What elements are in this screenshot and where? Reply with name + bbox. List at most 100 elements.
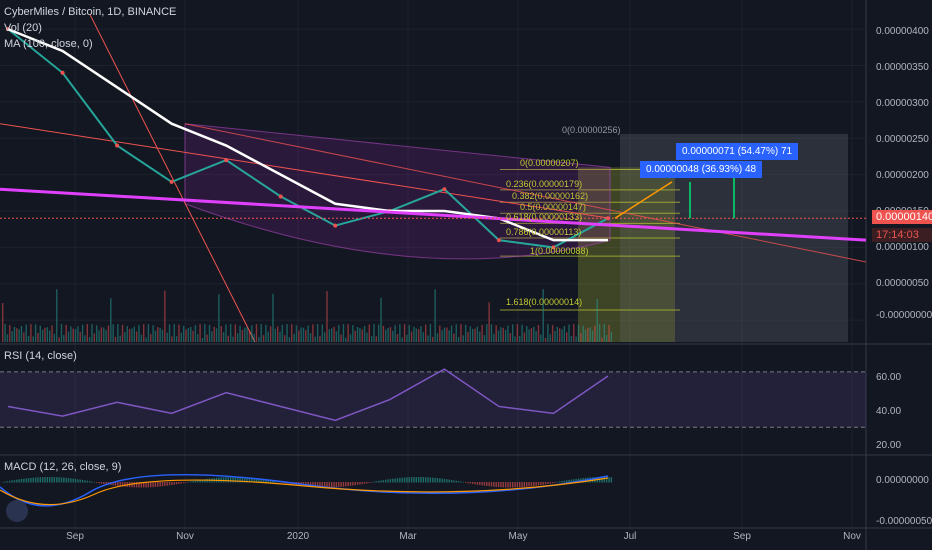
- volume-bar: [206, 334, 208, 342]
- macd-histogram-bar: [502, 482, 504, 488]
- macd-histogram-bar: [347, 482, 349, 487]
- macd-histogram-bar: [453, 480, 455, 483]
- macd-histogram-bar: [436, 478, 439, 483]
- volume-bar: [476, 326, 479, 342]
- macd-histogram-bar: [46, 477, 49, 483]
- macd-histogram-bar: [117, 482, 119, 487]
- trendline: [184, 123, 867, 263]
- macd-histogram-bar: [608, 477, 610, 483]
- volume-bar: [190, 326, 192, 342]
- volume-bar: [464, 324, 467, 342]
- fib-zone: [578, 167, 620, 342]
- volume-bar: [516, 324, 519, 342]
- rsi-legend[interactable]: RSI (14, close): [4, 350, 77, 362]
- macd-histogram-bar: [406, 477, 408, 483]
- macd-histogram-bar: [566, 480, 568, 483]
- macd-tick: 0.00000000: [876, 475, 929, 486]
- volume-bar: [537, 325, 540, 342]
- volume-bar: [56, 289, 58, 342]
- volume-bar: [222, 332, 225, 342]
- volume-bar: [41, 329, 44, 342]
- macd-histogram-bar: [509, 482, 511, 488]
- macd-histogram-bar: [178, 482, 180, 484]
- volume-bar: [547, 324, 549, 342]
- macd-histogram-bar: [382, 480, 385, 483]
- macd-histogram-bar: [105, 482, 107, 485]
- target-callout-2[interactable]: 0.00000071 (54.47%) 71: [676, 143, 799, 160]
- volume-bar: [511, 324, 514, 342]
- macd-histogram-bar: [201, 479, 204, 483]
- volume-bar: [51, 325, 53, 342]
- macd-histogram-bar: [488, 482, 490, 487]
- target-callout-1[interactable]: 0.00000048 (36.93%) 48: [640, 161, 763, 178]
- price-tick: 0.00000250: [876, 134, 929, 145]
- volume-bar: [309, 333, 312, 342]
- volume-bar: [566, 332, 568, 342]
- macd-histogram-bar: [361, 482, 363, 485]
- rsi-tick: 20.00: [876, 440, 902, 451]
- volume-bar: [284, 335, 286, 342]
- macd-histogram-bar: [462, 481, 464, 483]
- price-point: [224, 158, 229, 163]
- macd-histogram-bar: [93, 481, 96, 483]
- volume-bar: [375, 336, 378, 342]
- macd-histogram-bar: [507, 482, 509, 488]
- volume-bar: [558, 328, 561, 342]
- volume-bar: [392, 330, 394, 342]
- volume-bar: [126, 326, 128, 342]
- macd-histogram-bar: [67, 478, 70, 483]
- macd-histogram-bar: [204, 479, 206, 483]
- macd-histogram-bar: [504, 482, 507, 488]
- volume-bar: [526, 325, 528, 342]
- macd-histogram-bar: [37, 477, 39, 483]
- volume-bar: [490, 324, 493, 342]
- volume-bar: [225, 324, 227, 342]
- macd-histogram-bar: [91, 481, 93, 483]
- volume-bar: [175, 336, 178, 342]
- volume-bar: [267, 331, 269, 342]
- volume-bar: [338, 324, 340, 342]
- volume-bar: [44, 327, 46, 342]
- volume-legend[interactable]: Vol (20): [4, 22, 42, 34]
- volume-bar: [197, 334, 199, 342]
- macd-histogram-bar: [575, 478, 577, 483]
- trendline: [89, 14, 256, 343]
- macd-histogram-bar: [86, 480, 88, 483]
- volume-bar: [96, 325, 98, 342]
- macd-histogram-bar: [547, 482, 549, 484]
- macd-histogram-bar: [175, 482, 178, 485]
- macd-histogram-bar: [173, 482, 175, 485]
- volume-bar: [114, 336, 117, 342]
- volume-bar: [253, 333, 255, 342]
- macd-histogram-bar: [161, 482, 164, 487]
- volume-bar: [147, 324, 150, 342]
- volume-bar: [556, 326, 558, 342]
- volume-bar: [49, 330, 51, 342]
- ma-legend[interactable]: MA (100, close, 0): [4, 38, 93, 50]
- fib-label: 1(0.00000088): [530, 246, 589, 256]
- macd-histogram-bar: [234, 477, 237, 483]
- tradingview-logo-icon[interactable]: [6, 500, 28, 522]
- support-trendline: [0, 187, 867, 242]
- volume-bar: [354, 330, 356, 342]
- volume-bar: [410, 331, 413, 342]
- volume-bar: [213, 326, 215, 342]
- macd-histogram-bar: [483, 482, 486, 486]
- volume-bar: [333, 326, 335, 342]
- macd-legend[interactable]: MACD (12, 26, close, 9): [4, 461, 122, 473]
- macd-histogram-bar: [180, 482, 182, 484]
- volume-bar: [227, 335, 229, 342]
- volume-bar: [258, 337, 260, 342]
- macd-tick: -0.00000050: [876, 516, 932, 527]
- macd-histogram-bar: [314, 482, 316, 488]
- macd-histogram-bar: [269, 480, 272, 483]
- macd-histogram-bar: [276, 481, 279, 483]
- macd-histogram-bar: [450, 479, 453, 483]
- volume-bar: [467, 331, 469, 342]
- macd-histogram-bar: [387, 479, 389, 483]
- volume-bar: [187, 328, 190, 342]
- macd-histogram-bar: [476, 482, 479, 485]
- symbol-legend[interactable]: CyberMiles / Bitcoin, 1D, BINANCE: [4, 6, 177, 18]
- volume-bar: [13, 326, 16, 342]
